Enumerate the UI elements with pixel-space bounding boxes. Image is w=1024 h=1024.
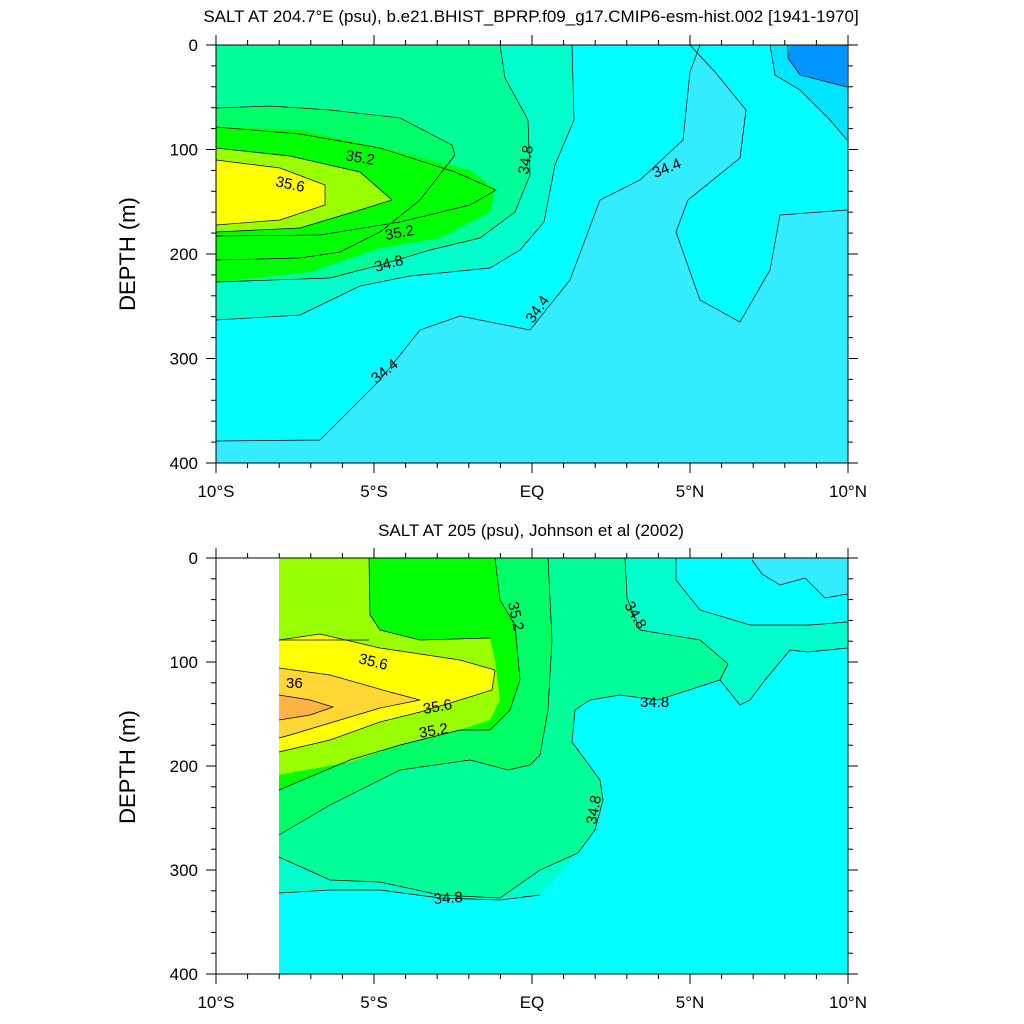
y-tick-label: 100 xyxy=(170,653,198,672)
panel2-contour-fills xyxy=(216,558,848,974)
panel2-ylabel: DEPTH (m) xyxy=(115,710,140,824)
y-tick-label: 400 xyxy=(170,965,198,984)
cline-35.2 xyxy=(278,558,521,791)
panel2-title: SALT AT 205 (psu), Johnson et al (2002) xyxy=(378,521,684,540)
x-tick-label: 5°S xyxy=(360,482,388,501)
x-tick-label: 10°N xyxy=(829,482,867,501)
y-tick-label: 200 xyxy=(170,245,198,264)
clabel: 34.8 xyxy=(515,144,537,176)
fill-36.0 xyxy=(279,668,420,738)
y-tick-label: 0 xyxy=(189,36,198,55)
clabel: 35.6 xyxy=(422,696,454,718)
x-tick-label: 10°N xyxy=(829,993,867,1012)
y-tick-label: 300 xyxy=(170,350,198,369)
clabel: 35.2 xyxy=(418,720,450,742)
cline-34.8-deep xyxy=(278,889,541,901)
cline-34.8 xyxy=(278,558,729,899)
fill-36.2 xyxy=(279,695,333,720)
panel1-title: SALT AT 204.7°E (psu), b.e21.BHIST_BPRP.… xyxy=(203,7,858,26)
y-tick-label: 0 xyxy=(189,549,198,568)
clabel: 34.8 xyxy=(373,252,406,276)
fill-34.4-patch xyxy=(750,558,847,598)
cline-35.6 xyxy=(216,159,326,226)
cline-34.6-east-2 xyxy=(675,558,848,626)
cline-34.2 xyxy=(769,45,848,141)
x-tick-label: EQ xyxy=(520,993,545,1012)
clabel: 35.6 xyxy=(357,650,389,674)
clabel: 35.2 xyxy=(344,147,376,169)
cline-35.8 xyxy=(278,667,421,739)
cline-34.6-east xyxy=(719,647,848,706)
cline-34.6-east xyxy=(675,45,848,323)
panel-model: SALT AT 204.7°E (psu), b.e21.BHIST_BPRP.… xyxy=(115,7,867,501)
x-tick-label: 10°S xyxy=(197,482,234,501)
clabel: 35.2 xyxy=(504,600,527,632)
panel2-ticks: 10°S 5°S EQ 5°N 10°N 0 100 200 300 400 xyxy=(170,548,867,1012)
panel1-ticks: 10°S 5°S EQ 5°N 10°N 0 100 200 300 400 xyxy=(170,35,867,501)
x-tick-label: EQ xyxy=(520,482,545,501)
y-tick-label: 100 xyxy=(170,141,198,160)
x-tick-label: 5°N xyxy=(676,482,705,501)
fill-35.8 xyxy=(216,160,325,225)
panel1-contour-lines xyxy=(216,45,848,442)
clabel: 34.8 xyxy=(640,694,669,711)
y-tick-label: 200 xyxy=(170,757,198,776)
y-tick-label: 300 xyxy=(170,861,198,880)
x-tick-label: 10°S xyxy=(197,993,234,1012)
cline-34.0 xyxy=(787,45,848,88)
cline-34.6 xyxy=(216,45,575,321)
panel1-contour-fills xyxy=(216,45,848,463)
cline-34.6-east-top xyxy=(751,559,848,599)
cline-35.4 xyxy=(368,558,491,641)
cline-35.6 xyxy=(278,633,496,753)
cline-34.8 xyxy=(216,45,531,283)
panel1-ylabel: DEPTH (m) xyxy=(115,197,140,311)
fill-34.0 xyxy=(788,45,847,87)
clabel: 35.6 xyxy=(274,173,306,196)
cline-34.4 xyxy=(216,45,701,442)
clabel: 34.8 xyxy=(433,889,463,908)
panel-observed: SALT AT 205 (psu), Johnson et al (2002) xyxy=(115,521,867,1012)
x-tick-label: 5°N xyxy=(676,993,705,1012)
cline-35.2 xyxy=(216,126,497,237)
x-tick-label: 5°S xyxy=(360,993,388,1012)
cline-35.0 xyxy=(216,105,456,261)
panel2-contour-lines xyxy=(278,558,848,901)
cline-35.4 xyxy=(216,147,393,233)
clabel: 35.2 xyxy=(384,222,416,244)
clabel: 34.8 xyxy=(583,794,605,826)
cline-36.0 xyxy=(278,694,335,721)
clabel: 36 xyxy=(286,675,303,692)
y-tick-label: 400 xyxy=(170,454,198,473)
cline-35.0 xyxy=(278,558,553,836)
